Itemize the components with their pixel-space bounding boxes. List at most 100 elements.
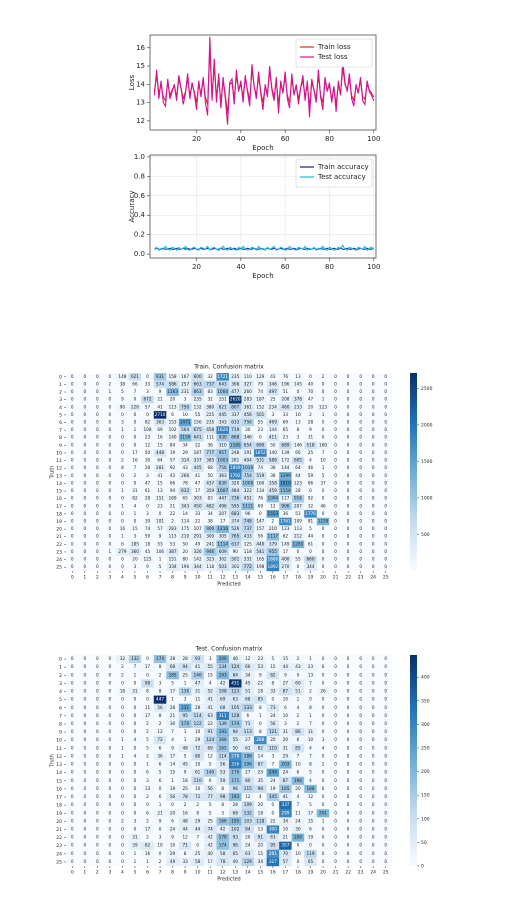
cell-label: 1 bbox=[121, 737, 124, 742]
heatmap-cell bbox=[379, 403, 393, 412]
cell-label: 105 bbox=[231, 705, 239, 710]
heatmap-cell bbox=[141, 671, 154, 680]
cell-label: 0 bbox=[109, 705, 112, 710]
cell-label: 0 bbox=[322, 778, 325, 783]
cell-label: 59 bbox=[145, 534, 151, 539]
heatmap-cell bbox=[216, 833, 230, 842]
cell-label: 69 bbox=[208, 745, 214, 750]
cell-label: 0 bbox=[109, 843, 112, 848]
heatmap-cell bbox=[216, 494, 230, 503]
heatmap-cell bbox=[91, 841, 104, 850]
cell-label: 0 bbox=[83, 859, 86, 864]
cell-label: 0 bbox=[334, 442, 337, 447]
heatmap-cell bbox=[128, 525, 142, 534]
heatmap-cell bbox=[366, 395, 380, 404]
heatmap-cell bbox=[203, 809, 217, 818]
heatmap-cell bbox=[178, 784, 192, 794]
cell-label: 4 bbox=[297, 794, 300, 799]
cell-label: 0 bbox=[322, 851, 325, 856]
heatmap-cell bbox=[291, 540, 305, 549]
heatmap-cell bbox=[78, 525, 92, 534]
heatmap-cell bbox=[341, 380, 355, 389]
cell-label: 0 bbox=[83, 762, 86, 767]
heatmap-cell bbox=[191, 464, 205, 473]
heatmap-cell bbox=[379, 388, 393, 397]
heatmap-cell bbox=[178, 433, 192, 442]
cell-label: 0 bbox=[83, 496, 86, 501]
cell-label: 0 bbox=[322, 826, 325, 831]
heatmap-cell bbox=[254, 833, 267, 842]
cell-label: 0 bbox=[384, 721, 387, 726]
cell-label: 1776 bbox=[305, 511, 316, 516]
cell-label: 0 bbox=[322, 680, 325, 685]
cell-label: 0 bbox=[83, 557, 86, 562]
cell-label: 107 bbox=[194, 526, 202, 531]
legend-label: Test accuracy bbox=[317, 173, 366, 181]
heatmap-cell bbox=[141, 703, 154, 713]
cell-label: 106 bbox=[156, 549, 164, 554]
heatmap-cell bbox=[291, 418, 305, 427]
heatmap-cell bbox=[254, 494, 267, 503]
cell-label: 20 bbox=[258, 843, 264, 848]
heatmap-cell bbox=[203, 441, 217, 450]
cell-label: 1 bbox=[109, 549, 112, 554]
cell-label: 119 bbox=[307, 851, 315, 856]
cell-label: 300 bbox=[206, 534, 214, 539]
heatmap-cell bbox=[366, 695, 380, 704]
cell-label: 22 bbox=[270, 818, 276, 823]
cell-label: 0 bbox=[334, 389, 337, 394]
heatmap-cell bbox=[316, 833, 330, 842]
cell-label: 0 bbox=[121, 697, 124, 702]
heatmap-cell bbox=[254, 563, 267, 572]
heatmap-cell bbox=[354, 768, 368, 777]
cell-label: 170 bbox=[181, 721, 189, 726]
cell-label: 28 bbox=[145, 465, 151, 470]
heatmap-cell bbox=[279, 517, 292, 526]
cell-label: 0 bbox=[71, 480, 74, 485]
cell-label: 32 bbox=[308, 503, 314, 508]
heatmap-cell bbox=[78, 809, 92, 818]
cell-label: 171 bbox=[231, 778, 239, 783]
heatmap-cell bbox=[241, 833, 255, 842]
heatmap-cell bbox=[316, 736, 330, 745]
x-tick-label: 11 bbox=[207, 575, 213, 581]
heatmap-cell bbox=[254, 849, 267, 859]
cell-label: 0 bbox=[109, 480, 112, 485]
heatmap-cell bbox=[229, 809, 242, 818]
heatmap-cell bbox=[91, 555, 104, 564]
cell-label: 7 bbox=[134, 389, 137, 394]
heatmap-cell bbox=[304, 809, 317, 818]
cell-label: 0 bbox=[372, 851, 375, 856]
cell-label: 459 bbox=[269, 488, 277, 493]
heatmap-cell bbox=[203, 679, 217, 688]
cell-label: 0 bbox=[334, 374, 337, 379]
heatmap-cell bbox=[103, 403, 117, 412]
cell-label: 17 bbox=[145, 826, 151, 831]
cell-label: 305 bbox=[219, 534, 227, 539]
cell-label: 57 bbox=[170, 458, 176, 463]
heatmap-cell bbox=[166, 395, 180, 404]
cell-label: 1094 bbox=[268, 496, 279, 501]
heatmap-cell bbox=[216, 540, 230, 549]
heatmap-cell bbox=[279, 373, 292, 381]
cell-label: 0 bbox=[347, 729, 350, 734]
heatmap-cell bbox=[141, 472, 154, 480]
heatmap-cell bbox=[103, 464, 117, 473]
y-axis-label: Truth bbox=[50, 754, 56, 768]
cell-label: 690 bbox=[256, 442, 264, 447]
cell-label: 144 bbox=[269, 427, 277, 432]
cell-label: 8 bbox=[121, 465, 124, 470]
heatmap-cell bbox=[254, 464, 267, 473]
colorbar bbox=[410, 655, 417, 866]
cell-label: 30 bbox=[145, 458, 151, 463]
heatmap-cell bbox=[304, 833, 317, 842]
cell-label: 0 bbox=[71, 534, 74, 539]
heatmap-cell bbox=[203, 719, 217, 729]
cell-label: 0 bbox=[83, 835, 86, 840]
y-tick-label: 0.0 bbox=[134, 250, 145, 258]
cell-label: 0 bbox=[359, 541, 362, 546]
cell-label: 64 bbox=[157, 458, 163, 463]
cell-label: 4 bbox=[309, 745, 312, 750]
heatmap-cell bbox=[354, 532, 368, 541]
heatmap-cell bbox=[66, 411, 79, 419]
